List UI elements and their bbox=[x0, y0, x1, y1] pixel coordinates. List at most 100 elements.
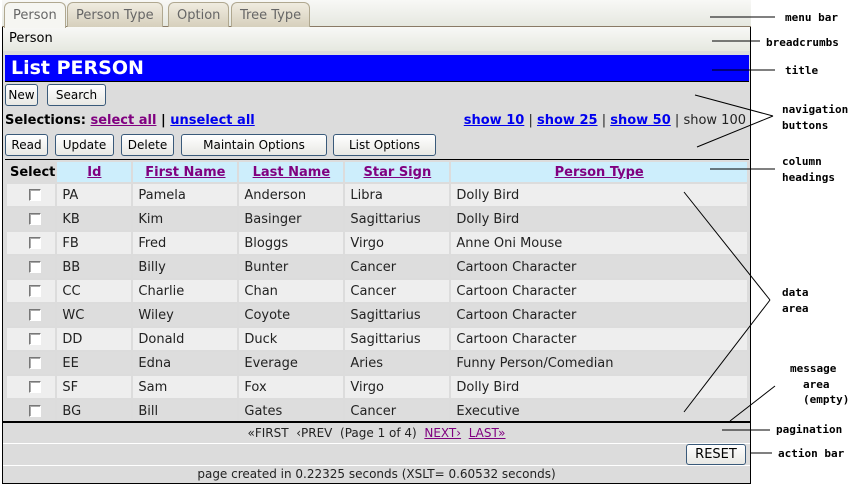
tab-person[interactable]: Person bbox=[4, 2, 66, 28]
table-row: SF Sam Fox Virgo Dolly Bird bbox=[7, 376, 747, 398]
first-name-cell: Billy bbox=[133, 256, 238, 278]
select-cell bbox=[7, 328, 56, 350]
row-checkbox[interactable] bbox=[29, 381, 41, 393]
select-cell bbox=[7, 232, 56, 254]
annotation-line bbox=[729, 385, 776, 422]
last-name-cell: Basinger bbox=[239, 208, 344, 230]
last-name-cell: Bloggs bbox=[239, 232, 344, 254]
last-page-link[interactable]: LAST» bbox=[468, 426, 506, 440]
row-checkbox[interactable] bbox=[29, 333, 41, 345]
star-sign-cell: Aries bbox=[345, 352, 450, 374]
select-cell bbox=[7, 184, 56, 206]
annotation-pagination: pagination bbox=[776, 423, 842, 436]
id-cell: CC bbox=[57, 280, 132, 302]
maintain-options-button[interactable]: Maintain Options bbox=[181, 134, 327, 156]
person-type-cell: Funny Person/Comedian bbox=[451, 352, 747, 374]
last-name-cell: Duck bbox=[239, 328, 344, 350]
star-sign-cell: Cancer bbox=[345, 280, 450, 302]
annotation-message: area bbox=[803, 378, 830, 391]
row-checkbox[interactable] bbox=[29, 237, 41, 249]
select-cell bbox=[7, 352, 56, 374]
first-name-cell: Charlie bbox=[133, 280, 238, 302]
sort-first-name[interactable]: First Name bbox=[145, 164, 226, 180]
table-row: WC Wiley Coyote Sagittarius Cartoon Characte… bbox=[7, 304, 747, 326]
application: Person Person Type Option Tree Type Pers… bbox=[2, 0, 751, 484]
table-row: DD Donald Duck Sagittarius Cartoon Character bbox=[7, 328, 747, 350]
table-row: FB Fred Bloggs Virgo Anne Oni Mouse bbox=[7, 232, 747, 254]
show-25-link[interactable]: show 25 bbox=[536, 113, 598, 128]
id-cell: DD bbox=[57, 328, 132, 350]
select-cell bbox=[7, 376, 56, 398]
annotation-data: data bbox=[782, 286, 809, 299]
annotation-line bbox=[694, 94, 774, 117]
id-cell: EE bbox=[57, 352, 132, 374]
id-cell: KB bbox=[57, 208, 132, 230]
star-sign-cell: Virgo bbox=[345, 376, 450, 398]
unselect-all-link[interactable]: unselect all bbox=[170, 113, 255, 128]
table-row: BB Billy Bunter Cancer Cartoon Character bbox=[7, 256, 747, 278]
select-all-link[interactable]: select all bbox=[90, 113, 157, 128]
new-button[interactable]: New bbox=[5, 84, 38, 106]
person-type-cell: Dolly Bird bbox=[451, 376, 747, 398]
annotation-column: column bbox=[782, 155, 822, 168]
sort-id[interactable]: Id bbox=[87, 164, 102, 180]
first-name-cell: Bill bbox=[133, 400, 238, 422]
star-sign-cell: Sagittarius bbox=[345, 208, 450, 230]
select-cell bbox=[7, 400, 56, 422]
action-bar: RESET bbox=[3, 444, 750, 466]
separator: | bbox=[601, 113, 607, 128]
next-page-link[interactable]: NEXT› bbox=[424, 426, 462, 440]
tab-tree-type[interactable]: Tree Type bbox=[231, 2, 311, 27]
row-checkbox[interactable] bbox=[29, 261, 41, 273]
separator: | bbox=[160, 113, 166, 128]
last-name-cell: Bunter bbox=[239, 256, 344, 278]
row-checkbox[interactable] bbox=[29, 285, 41, 297]
selections: Selections: select all | unselect all bbox=[5, 113, 255, 128]
id-cell: PA bbox=[57, 184, 132, 206]
last-name-cell: Gates bbox=[239, 400, 344, 422]
star-sign-cell: Sagittarius bbox=[345, 328, 450, 350]
reset-button[interactable]: RESET bbox=[686, 444, 746, 465]
first-name-cell: Pamela bbox=[133, 184, 238, 206]
row-checkbox[interactable] bbox=[29, 189, 41, 201]
breadcrumb-person[interactable]: Person bbox=[9, 31, 53, 46]
last-name-cell: Coyote bbox=[239, 304, 344, 326]
row-checkbox[interactable] bbox=[29, 357, 41, 369]
sort-person-type[interactable]: Person Type bbox=[554, 164, 644, 180]
star-sign-cell: Virgo bbox=[345, 232, 450, 254]
id-cell: BB bbox=[57, 256, 132, 278]
separator: | bbox=[674, 113, 680, 128]
row-checkbox[interactable] bbox=[29, 213, 41, 225]
show-50-link[interactable]: show 50 bbox=[610, 113, 671, 128]
id-cell: FB bbox=[57, 232, 132, 254]
delete-button[interactable]: Delete bbox=[121, 134, 174, 156]
row-checkbox[interactable] bbox=[29, 309, 41, 321]
table-row: EE Edna Everage Aries Funny Person/Comedian bbox=[7, 352, 747, 374]
person-type-cell: Cartoon Character bbox=[451, 280, 747, 302]
tab-option[interactable]: Option bbox=[168, 2, 230, 27]
tab-person-type[interactable]: Person Type bbox=[67, 2, 163, 27]
main-panel: List PERSON New Search Selections: selec… bbox=[2, 51, 751, 484]
update-button[interactable]: Update bbox=[55, 134, 114, 156]
star-sign-cell: Libra bbox=[345, 184, 450, 206]
first-name-cell: Donald bbox=[133, 328, 238, 350]
annotation-breadcrumbs: breadcrumbs bbox=[766, 36, 839, 49]
annotation-navigation: navigation bbox=[782, 103, 848, 116]
data-table: Select Id First Name Last Name Star Sign… bbox=[5, 159, 749, 424]
show-10-link[interactable]: show 10 bbox=[463, 113, 525, 128]
prev-page: ‹PREV bbox=[296, 426, 333, 440]
id-cell: BG bbox=[57, 400, 132, 422]
sort-star-sign[interactable]: Star Sign bbox=[363, 164, 432, 180]
read-button[interactable]: Read bbox=[5, 134, 48, 156]
id-cell: SF bbox=[57, 376, 132, 398]
search-button[interactable]: Search bbox=[47, 84, 106, 106]
person-type-cell: Cartoon Character bbox=[451, 328, 747, 350]
row-checkbox[interactable] bbox=[29, 405, 41, 417]
first-name-cell: Kim bbox=[133, 208, 238, 230]
table-row: BG Bill Gates Cancer Executive bbox=[7, 400, 747, 422]
list-options-button[interactable]: List Options bbox=[333, 134, 436, 156]
first-name-cell: Sam bbox=[133, 376, 238, 398]
id-cell: WC bbox=[57, 304, 132, 326]
sort-last-name[interactable]: Last Name bbox=[252, 164, 331, 180]
selections-label: Selections: bbox=[5, 113, 86, 128]
